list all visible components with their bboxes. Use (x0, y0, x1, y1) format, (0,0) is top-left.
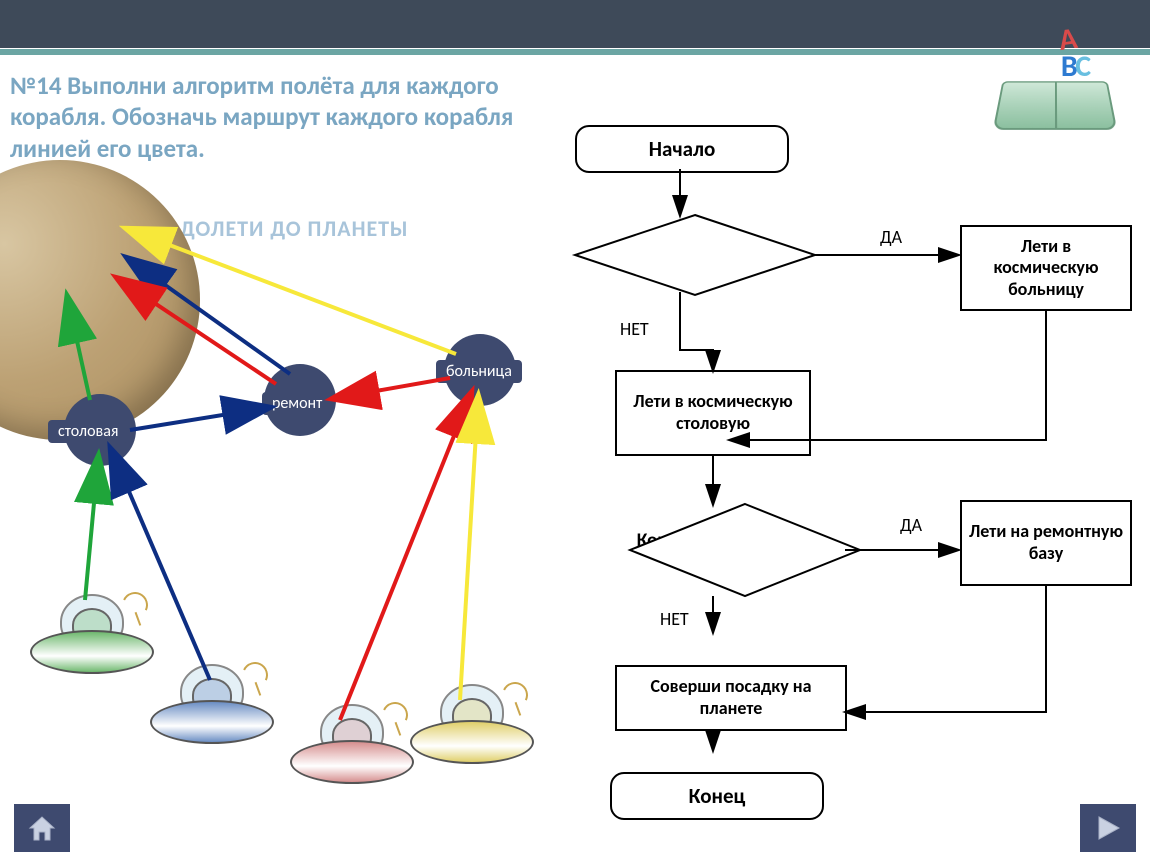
fc-canteen-label: Лети в космическую столовую (623, 391, 803, 434)
letter-a: A (1057, 25, 1079, 54)
letter-c: C (1075, 53, 1091, 80)
fc-end: Конец (610, 772, 824, 820)
fc-q-damage-label: Корабль повреждён? (620, 530, 830, 552)
slide-top-bar (0, 0, 1150, 48)
fc-repair: Лети на ремонтную базу (960, 500, 1132, 586)
slide-accent-bar (0, 48, 1150, 56)
fc-end-label: Конец (689, 783, 746, 809)
next-button[interactable] (1080, 804, 1136, 852)
task-subtitle: ДОЛЕТИ ДО ПЛАНЕТЫ (180, 215, 409, 242)
task-title: №14 Выполни алгоритм полёта для каждого … (10, 70, 550, 164)
label-yes-2: ДА (900, 514, 922, 536)
ufo-ship-0 (30, 590, 150, 680)
label-no-1: НЕТ (620, 318, 649, 340)
book-icon (993, 81, 1118, 130)
fc-land-label: Соверши посадку на планете (623, 676, 839, 719)
fc-canteen: Лети в космическую столовую (615, 370, 811, 456)
home-icon (27, 814, 57, 842)
ufo-ship-1 (150, 660, 270, 750)
fc-land: Соверши посадку на планете (615, 665, 847, 731)
node-remont-label: ремонт (262, 392, 332, 415)
abc-book-decoration: A B C (998, 26, 1138, 156)
fc-hospital-label: Лети в космическую больницу (968, 236, 1124, 301)
play-icon (1093, 814, 1123, 842)
home-button[interactable] (14, 804, 70, 852)
fc-start: Начало (575, 125, 789, 173)
node-bolnitsa-label: больница (436, 360, 522, 383)
node-stolovaya-label: столовая (48, 420, 128, 443)
fc-repair-label: Лети на ремонтную базу (968, 521, 1124, 564)
label-yes-1: ДА (880, 226, 902, 248)
label-no-2: НЕТ (660, 608, 689, 630)
fc-q-sick-label: Есть больные? (600, 242, 790, 265)
ufo-ship-2 (290, 700, 410, 790)
fc-hospital: Лети в космическую больницу (960, 225, 1132, 311)
fc-start-label: Начало (649, 136, 716, 162)
ufo-ship-3 (410, 680, 530, 770)
